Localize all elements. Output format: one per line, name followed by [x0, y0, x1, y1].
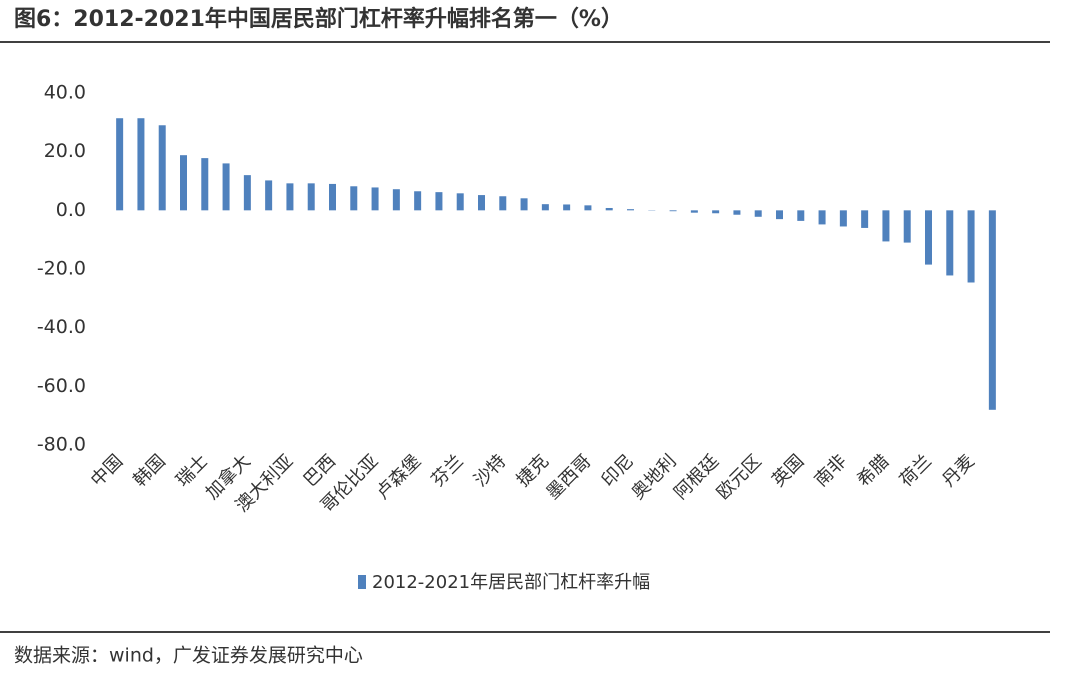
bar — [584, 205, 592, 211]
x-tick-label: 荷兰 — [896, 451, 936, 491]
bar — [222, 163, 230, 211]
bar — [307, 183, 315, 211]
bar — [563, 204, 571, 211]
bar — [627, 209, 634, 211]
bar — [116, 118, 124, 211]
source: 数据来源：wind，广发证券发展研究中心 — [14, 645, 363, 667]
bar — [776, 210, 783, 220]
bar — [967, 210, 975, 283]
x-tick-label: 希腊 — [853, 451, 893, 491]
y-tick-label: 20.0 — [44, 140, 86, 162]
bar — [243, 175, 251, 211]
x-tick-label: 英国 — [768, 451, 808, 491]
x-tick-label: 丹麦 — [938, 451, 978, 491]
bar — [180, 155, 187, 211]
bar — [754, 210, 762, 217]
bar — [329, 183, 336, 211]
x-tick-label: 沙特 — [470, 451, 510, 491]
bar — [499, 196, 507, 211]
bar — [371, 187, 379, 211]
y-tick-label: -20.0 — [37, 258, 86, 280]
bar — [520, 198, 528, 211]
legend-swatch — [358, 575, 366, 589]
y-tick-label: -80.0 — [37, 434, 86, 456]
y-tick-label: -40.0 — [37, 316, 86, 338]
bar — [286, 183, 294, 211]
bar — [350, 186, 358, 211]
bar — [925, 210, 932, 265]
x-tick-label: 中国 — [87, 451, 127, 491]
bar — [158, 125, 166, 211]
bar — [988, 210, 996, 410]
bar — [839, 210, 847, 227]
bar — [797, 210, 805, 221]
bar — [541, 204, 549, 211]
legend-label: 2012-2021年居民部门杠杆率升幅 — [372, 572, 650, 593]
bar — [414, 191, 422, 211]
x-tick-label: 墨西哥 — [542, 451, 595, 504]
bar — [690, 210, 698, 213]
x-tick-label: 卢森堡 — [372, 451, 425, 504]
x-tick-label: 奥地利 — [628, 451, 681, 504]
bar — [392, 189, 400, 211]
chart-title: 图6：2012-2021年中国居民部门杠杆率升幅排名第一（%） — [14, 6, 623, 32]
x-tick-label: 芬兰 — [427, 451, 467, 491]
x-tick-label: 阿根廷 — [670, 451, 723, 504]
x-tick-label: 欧元区 — [713, 451, 766, 504]
bar — [478, 195, 485, 211]
bar — [818, 210, 826, 225]
bar — [137, 118, 145, 211]
y-tick-label: 40.0 — [44, 82, 86, 104]
x-tick-label: 韩国 — [129, 451, 169, 491]
bar — [882, 210, 890, 242]
bar — [861, 210, 869, 228]
x-tick-label: 南非 — [811, 451, 851, 491]
bar — [265, 180, 273, 211]
bar — [201, 158, 209, 211]
bar — [712, 210, 720, 214]
bar — [605, 207, 613, 211]
y-tick-label: -60.0 — [37, 375, 86, 397]
y-tick-label: 0.0 — [56, 199, 86, 221]
bar — [733, 210, 741, 215]
bar — [435, 192, 443, 211]
bar — [669, 210, 677, 212]
bar — [946, 210, 954, 276]
bar — [456, 193, 464, 211]
bar — [903, 210, 911, 243]
